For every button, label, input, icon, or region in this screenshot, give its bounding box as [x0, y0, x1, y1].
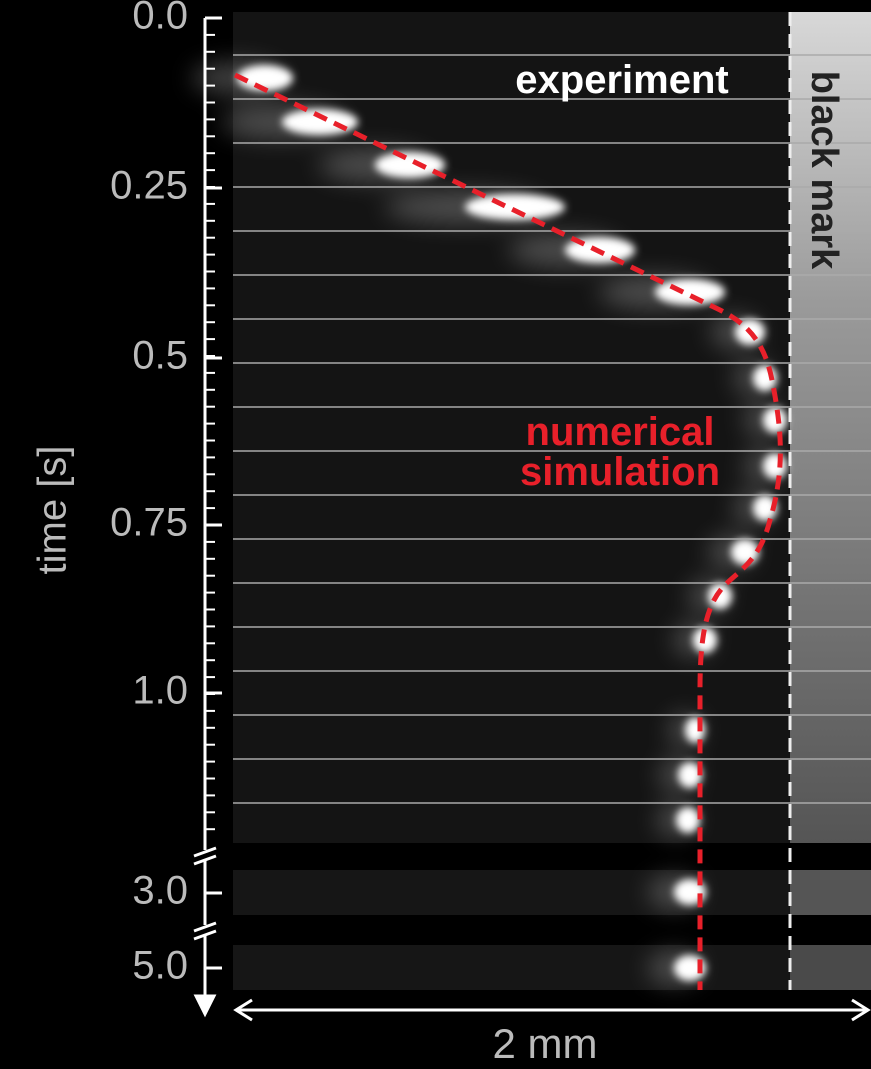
- axis-break: [193, 921, 217, 933]
- tick-label: 0.25: [110, 164, 188, 208]
- particle: [375, 152, 445, 178]
- particle: [237, 65, 293, 91]
- particle: [282, 109, 358, 135]
- tick-label: 0.75: [110, 501, 188, 545]
- particle: [676, 807, 700, 833]
- particle: [763, 407, 787, 433]
- simulation-label: simulation: [520, 450, 720, 494]
- axis-break: [193, 854, 217, 866]
- image-strip: [233, 870, 871, 915]
- scale-label: 2 mm: [493, 1020, 598, 1064]
- time-axis: [193, 16, 222, 1018]
- tick-label: 3.0: [132, 869, 188, 913]
- tick-label: 1.0: [132, 669, 188, 713]
- scale-arrow: [851, 998, 871, 1022]
- particle: [465, 194, 565, 220]
- axis-arrow: [193, 994, 217, 1018]
- black-mark-region: [790, 12, 871, 843]
- axis-break: [193, 929, 217, 941]
- tick-label: 0.5: [132, 334, 188, 378]
- micrograph: [192, 12, 871, 990]
- particle: [731, 539, 759, 565]
- strip-lines: [233, 54, 871, 804]
- particle: [678, 762, 702, 788]
- black-mark-region: [790, 870, 871, 915]
- particle: [753, 495, 777, 521]
- black-mark-label: black mark: [803, 71, 845, 270]
- image-strip: [233, 945, 871, 990]
- experiment-label: experiment: [515, 58, 728, 102]
- tick-label: 5.0: [132, 944, 188, 988]
- axis-break: [195, 850, 215, 860]
- particle: [763, 453, 787, 479]
- axis-label: time [s]: [31, 446, 75, 575]
- scale-arrow: [233, 998, 253, 1022]
- tick-label: 0.0: [132, 0, 188, 38]
- scale-bar: [233, 998, 871, 1022]
- axis-break: [193, 846, 217, 858]
- axis-break: [195, 925, 215, 935]
- particle: [708, 583, 732, 609]
- black-mark-region: [790, 945, 871, 990]
- particle: [655, 279, 725, 305]
- simulation-curve: [233, 72, 783, 990]
- simulation-label: numerical: [526, 410, 715, 454]
